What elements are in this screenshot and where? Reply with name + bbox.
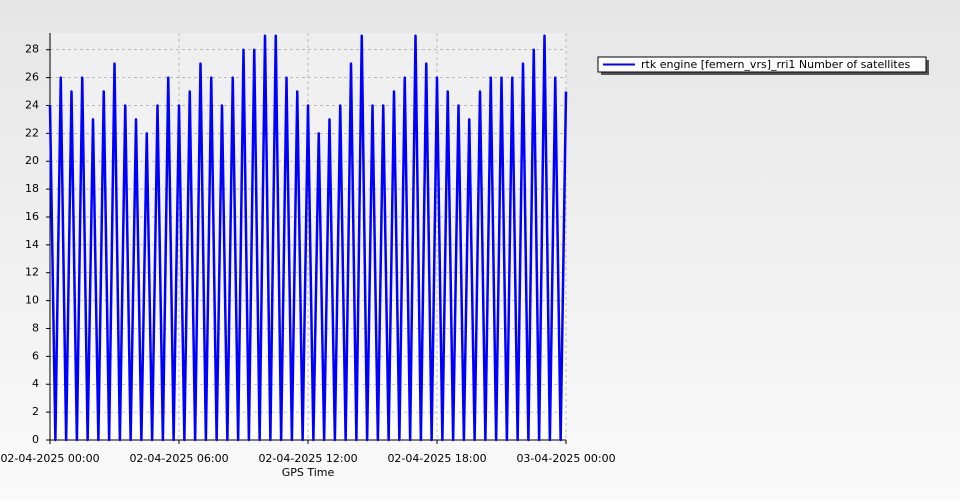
y-tick-label: 20 <box>25 154 39 167</box>
x-axis-label: GPS Time <box>282 466 335 479</box>
y-tick-label: 22 <box>25 126 39 139</box>
y-tick-label: 8 <box>32 321 39 334</box>
x-tick-label: 02-04-2025 06:00 <box>129 452 228 465</box>
y-tick-label: 18 <box>25 182 39 195</box>
y-tick-label: 14 <box>25 238 39 251</box>
y-tick-label: 24 <box>25 98 39 111</box>
y-tick-label: 6 <box>32 349 39 362</box>
y-tick-label: 28 <box>25 43 39 56</box>
x-tick-label: 02-04-2025 18:00 <box>387 452 486 465</box>
legend: rtk engine [femern_vrs]_rri1 Number of s… <box>597 56 929 75</box>
y-tick-label: 12 <box>25 266 39 279</box>
series-line <box>48 34 568 442</box>
legend-label: rtk engine [femern_vrs]_rri1 Number of s… <box>641 58 910 71</box>
y-tick-label: 0 <box>32 433 39 446</box>
y-tick-label: 26 <box>25 71 39 84</box>
y-tick-label: 10 <box>25 294 39 307</box>
x-tick-label: 02-04-2025 12:00 <box>258 452 357 465</box>
legend-box <box>597 56 927 73</box>
y-tick-label: 16 <box>25 210 39 223</box>
x-tick-label: 02-04-2025 00:00 <box>0 452 99 465</box>
y-tick-label: 2 <box>32 405 39 418</box>
y-tick-label: 4 <box>32 377 39 390</box>
x-tick-label: 03-04-2025 00:00 <box>516 452 615 465</box>
